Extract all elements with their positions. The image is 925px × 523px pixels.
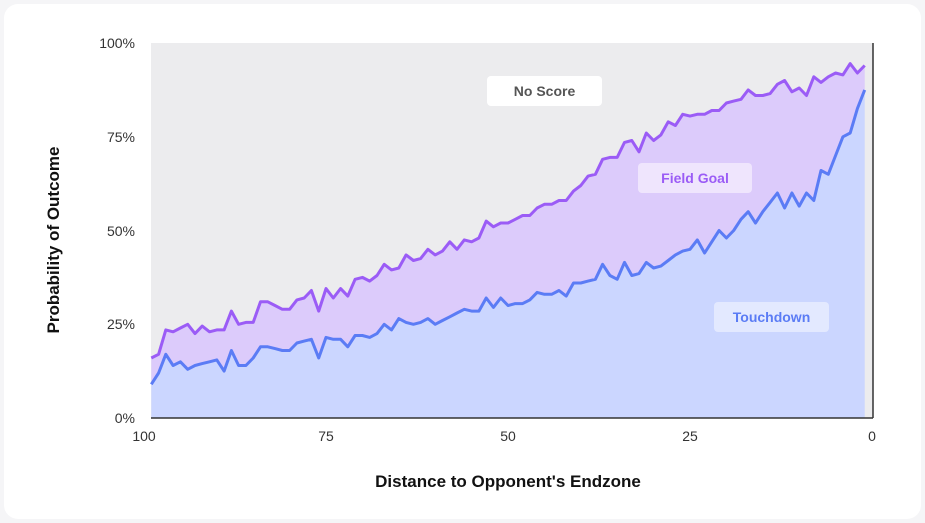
touchdown-area	[151, 89, 865, 419]
field-goal-line	[150, 62, 866, 360]
annotation-touchdown: Touchdown	[714, 302, 829, 332]
y-tick-label: 75%	[107, 129, 135, 145]
annotation-box	[714, 302, 829, 332]
y-tick-label: 25%	[107, 316, 135, 332]
y-tick-label: 0%	[115, 410, 135, 426]
annotation-box	[638, 163, 752, 193]
annotation-label: No Score	[514, 83, 576, 99]
y-tick-label: 100%	[99, 35, 135, 51]
x-tick-label: 50	[500, 428, 516, 444]
x-tick-label: 0	[868, 428, 876, 444]
x-tick-label: 25	[682, 428, 698, 444]
y-tick-label: 50%	[107, 223, 135, 239]
annotation-label: Field Goal	[661, 170, 729, 186]
y-tick-labels: 0% 25% 50% 75% 100%	[99, 35, 135, 426]
touchdown-line	[150, 89, 867, 386]
y-axis-title: Probability of Outcome	[44, 146, 63, 333]
x-tick-labels: 100 75 50 25 0	[132, 428, 876, 444]
annotation-field-goal: Field Goal	[638, 163, 752, 193]
line-layer	[150, 62, 867, 386]
x-tick-label: 100	[132, 428, 156, 444]
x-axis-title: Distance to Opponent's Endzone	[375, 472, 641, 491]
annotation-label: Touchdown	[733, 309, 811, 325]
x-tick-label: 75	[318, 428, 334, 444]
annotation-no-score: No Score	[487, 76, 602, 106]
annotation-box	[487, 76, 602, 106]
